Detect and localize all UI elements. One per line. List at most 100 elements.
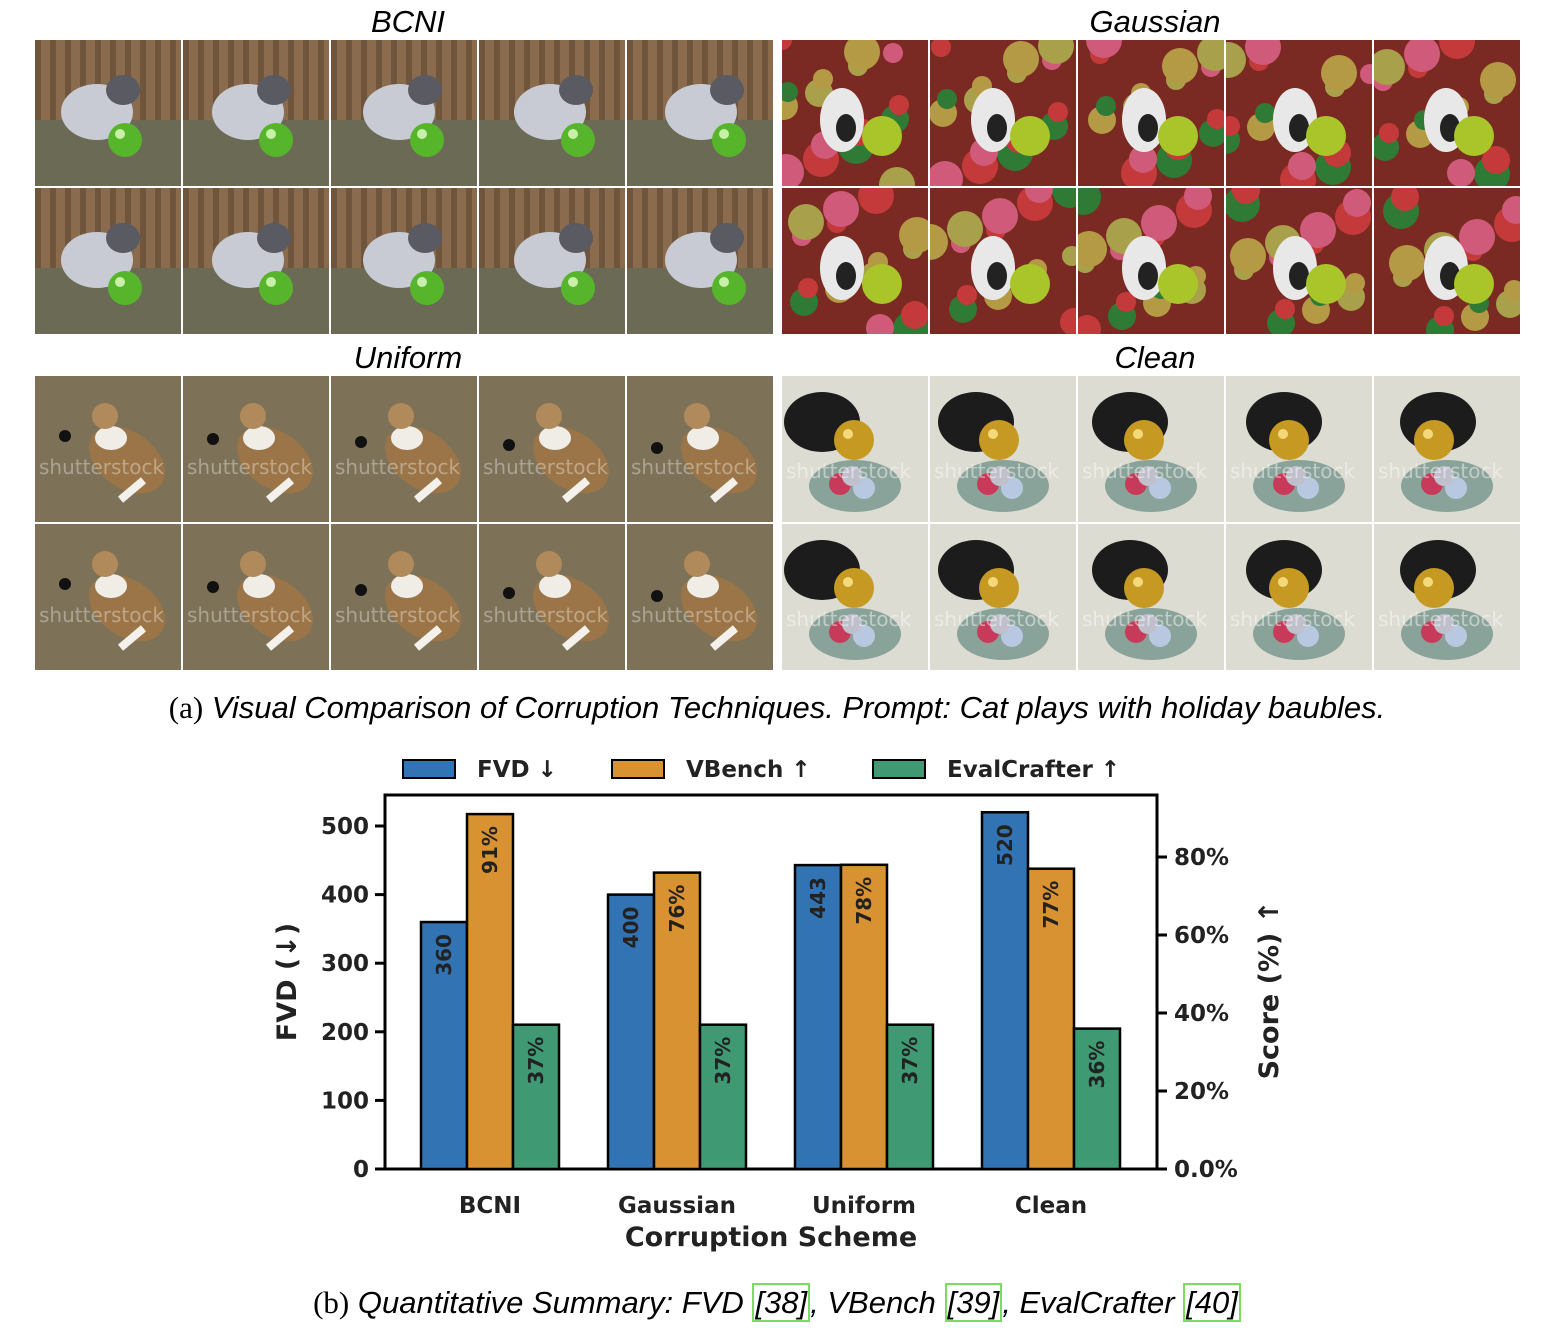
video-frame: shutterstock	[782, 376, 928, 522]
citation-40[interactable]: [40]	[1183, 1283, 1241, 1322]
svg-text:shutterstock: shutterstock	[1082, 459, 1207, 483]
legend-label: FVD ↓	[477, 757, 557, 783]
video-frame: shutterstock	[1374, 524, 1520, 670]
bar-2-0	[511, 1023, 561, 1171]
legend-label: EvalCrafter ↑	[947, 757, 1120, 783]
svg-text:shutterstock: shutterstock	[934, 459, 1059, 483]
panel-title-clean: Clean	[1114, 340, 1196, 375]
video-frame	[1078, 40, 1224, 186]
video-frame: shutterstock	[627, 524, 773, 670]
video-frame: shutterstock	[930, 524, 1076, 670]
category-label: Uniform	[812, 1193, 916, 1219]
right-tick-label: 80%	[1174, 845, 1229, 871]
video-frame: shutterstock	[1374, 376, 1520, 522]
bar-value-label: 37%	[524, 1037, 548, 1085]
bar-value-label: 520	[993, 824, 1017, 866]
video-frame: shutterstock	[479, 524, 625, 670]
video-frame	[1078, 188, 1224, 334]
caption-b-mid1: , VBench	[810, 1285, 945, 1320]
left-tick-label: 0	[353, 1157, 369, 1183]
citation-39[interactable]: [39]	[944, 1283, 1003, 1322]
video-frame	[35, 40, 181, 186]
svg-text:shutterstock: shutterstock	[1230, 459, 1355, 483]
video-frame	[183, 40, 329, 186]
video-frame: shutterstock	[930, 376, 1076, 522]
frame-grid-gaussian	[782, 40, 1520, 334]
video-frame	[331, 40, 477, 186]
right-axis-title: Score (%) ↑	[1254, 901, 1285, 1080]
plot-frame	[383, 793, 1159, 1171]
legend-swatch-2	[872, 759, 926, 779]
bar-value-label: 37%	[898, 1037, 922, 1085]
video-frame	[627, 188, 773, 334]
bar-1-1	[652, 871, 702, 1171]
caption-a-text: Visual Comparison of Corruption Techniqu…	[211, 690, 1386, 725]
svg-text:shutterstock: shutterstock	[335, 603, 460, 627]
bar-0-0	[419, 920, 469, 1171]
svg-text:shutterstock: shutterstock	[786, 459, 911, 483]
video-frame	[930, 188, 1076, 334]
svg-text:shutterstock: shutterstock	[786, 607, 911, 631]
svg-text:shutterstock: shutterstock	[39, 455, 164, 479]
left-tick-label: 300	[321, 951, 369, 977]
bar-1-2	[839, 863, 889, 1171]
bar-0-3	[980, 811, 1030, 1171]
right-tick-label: 40%	[1174, 1001, 1229, 1027]
svg-text:shutterstock: shutterstock	[483, 455, 608, 479]
caption-b: (b) Quantitative Summary: FVD [38], VBen…	[0, 1283, 1554, 1322]
video-frame	[331, 188, 477, 334]
left-tick-label: 400	[321, 883, 369, 909]
x-axis-title: Corruption Scheme	[625, 1222, 917, 1253]
video-frame: shutterstock	[1078, 524, 1224, 670]
video-frame: shutterstock	[1078, 376, 1224, 522]
caption-a: (a) Visual Comparison of Corruption Tech…	[0, 690, 1554, 726]
video-frame: shutterstock	[627, 376, 773, 522]
video-frame: shutterstock	[35, 376, 181, 522]
frame-grid-bcni	[35, 40, 773, 334]
bar-value-label: 78%	[852, 877, 876, 925]
svg-text:shutterstock: shutterstock	[934, 607, 1059, 631]
svg-text:shutterstock: shutterstock	[187, 603, 312, 627]
video-frame	[1226, 40, 1372, 186]
svg-text:shutterstock: shutterstock	[335, 455, 460, 479]
bar-value-label: 76%	[665, 885, 689, 933]
video-frame	[35, 188, 181, 334]
video-frame: shutterstock	[331, 524, 477, 670]
category-label: BCNI	[459, 1193, 521, 1219]
legend-swatch-0	[402, 759, 456, 779]
left-tick-label: 200	[321, 1020, 369, 1046]
bar-value-label: 77%	[1039, 881, 1063, 929]
category-label: Clean	[1015, 1193, 1087, 1219]
category-label: Gaussian	[618, 1193, 736, 1219]
frame-grid-clean: shutterstock shutterstock shutterstock shut…	[782, 376, 1520, 670]
bar-value-label: 443	[806, 877, 830, 919]
left-tick-label: 100	[321, 1088, 369, 1114]
legend-swatch-1	[611, 759, 665, 779]
right-tick-label: 20%	[1174, 1079, 1229, 1105]
svg-text:shutterstock: shutterstock	[39, 603, 164, 627]
bar-value-label: 360	[432, 934, 456, 976]
bar-chart: 0 100 200 300 400 500 0.0% 20% 40% 60% 80% 360 400 44…	[272, 757, 1285, 1253]
right-tick-label: 60%	[1174, 923, 1229, 949]
left-axis-title: FVD (↓)	[272, 923, 303, 1041]
right-tick-label: 0.0%	[1174, 1157, 1238, 1183]
svg-text:shutterstock: shutterstock	[1230, 607, 1355, 631]
bar-value-label: 37%	[711, 1037, 735, 1085]
left-tick-label: 500	[321, 814, 369, 840]
bar-value-label: 400	[619, 907, 643, 949]
video-frame	[1374, 188, 1520, 334]
caption-b-pre: Quantitative Summary: FVD	[357, 1285, 753, 1320]
citation-38[interactable]: [38]	[752, 1283, 811, 1322]
video-frame: shutterstock	[1226, 524, 1372, 670]
svg-text:shutterstock: shutterstock	[1378, 459, 1503, 483]
video-frame	[479, 188, 625, 334]
svg-text:shutterstock: shutterstock	[631, 603, 756, 627]
video-frame: shutterstock	[183, 524, 329, 670]
bar-1-0	[465, 812, 515, 1171]
video-frame: shutterstock	[479, 376, 625, 522]
bar-2-1	[698, 1023, 748, 1171]
panel-title-uniform: Uniform	[353, 340, 463, 375]
video-frame	[1374, 40, 1520, 186]
caption-b-mid2: , EvalCrafter	[1002, 1285, 1184, 1320]
svg-text:shutterstock: shutterstock	[631, 455, 756, 479]
